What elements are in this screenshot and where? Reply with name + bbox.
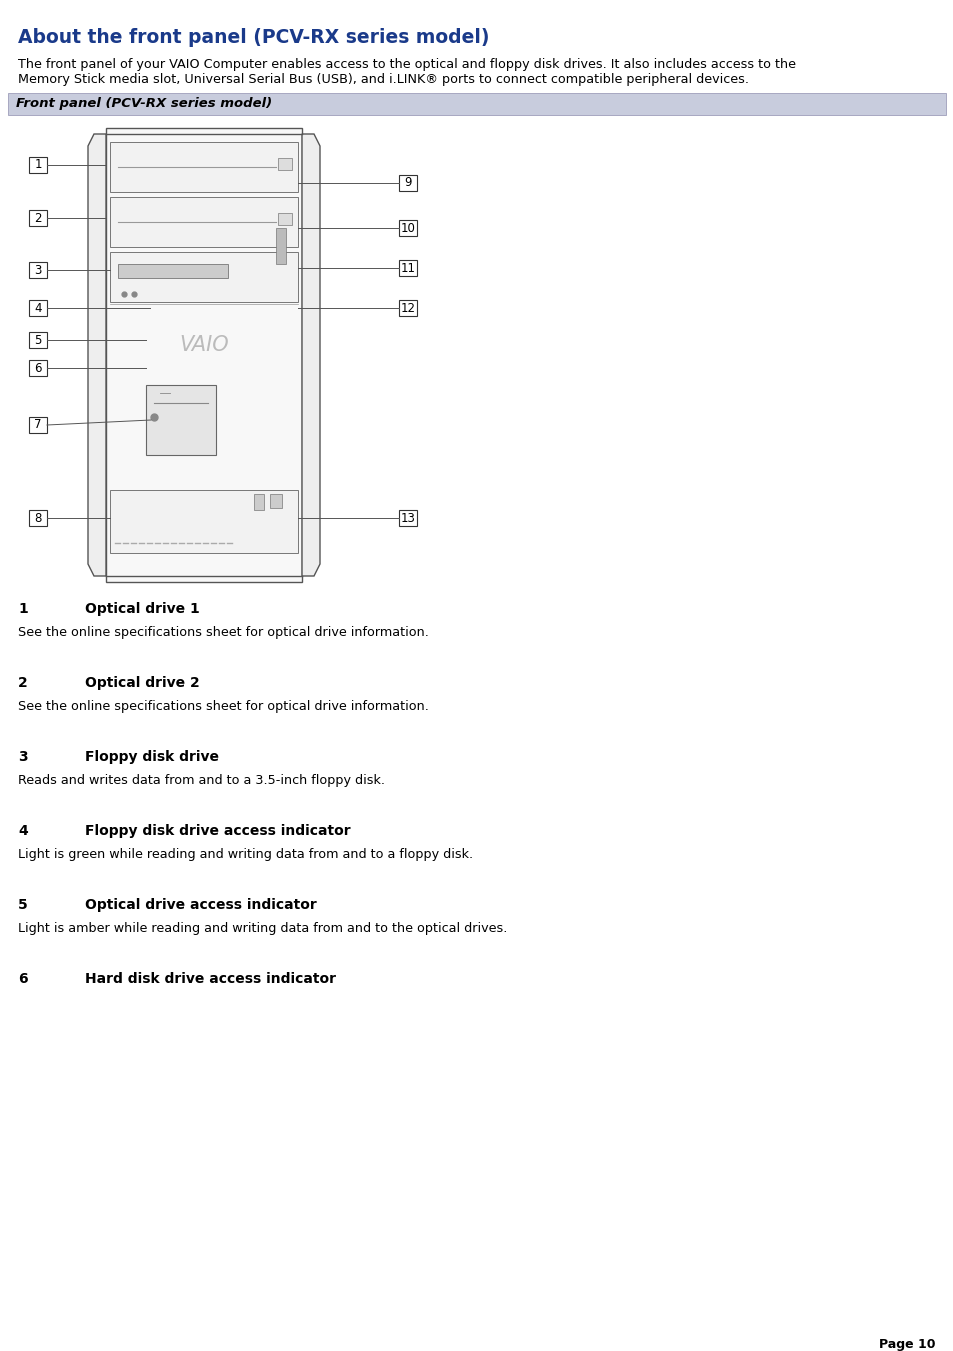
Text: Floppy disk drive access indicator: Floppy disk drive access indicator xyxy=(85,824,351,838)
Text: Front panel (PCV-RX series model): Front panel (PCV-RX series model) xyxy=(16,97,272,109)
Bar xyxy=(8,93,945,115)
Bar xyxy=(110,197,297,247)
Bar xyxy=(270,494,282,508)
Text: VAIO: VAIO xyxy=(179,335,229,355)
Text: See the online specifications sheet for optical drive information.: See the online specifications sheet for … xyxy=(18,626,429,639)
Text: Hard disk drive access indicator: Hard disk drive access indicator xyxy=(85,971,335,986)
Text: 7: 7 xyxy=(34,419,42,431)
Text: 5: 5 xyxy=(18,898,28,912)
Bar xyxy=(29,209,47,226)
Bar xyxy=(398,509,416,526)
Text: 3: 3 xyxy=(34,263,42,277)
Bar xyxy=(29,332,47,349)
Text: 2: 2 xyxy=(34,212,42,224)
Text: Reads and writes data from and to a 3.5-inch floppy disk.: Reads and writes data from and to a 3.5-… xyxy=(18,774,385,788)
Bar xyxy=(277,158,292,170)
Text: About the front panel (PCV-RX series model): About the front panel (PCV-RX series mod… xyxy=(18,28,489,47)
Text: Optical drive access indicator: Optical drive access indicator xyxy=(85,898,316,912)
Bar xyxy=(118,263,228,278)
Bar xyxy=(110,253,297,303)
Bar xyxy=(110,490,297,553)
PathPatch shape xyxy=(88,134,106,576)
Bar xyxy=(29,157,47,173)
Text: 6: 6 xyxy=(34,362,42,374)
Bar xyxy=(277,213,292,226)
Text: 4: 4 xyxy=(18,824,28,838)
Text: Optical drive 1: Optical drive 1 xyxy=(85,603,199,616)
Text: 13: 13 xyxy=(400,512,415,524)
Bar xyxy=(146,385,215,455)
Bar xyxy=(29,300,47,316)
Text: 1: 1 xyxy=(34,158,42,172)
Text: 3: 3 xyxy=(18,750,28,765)
Bar xyxy=(275,228,286,263)
Text: Light is amber while reading and writing data from and to the optical drives.: Light is amber while reading and writing… xyxy=(18,921,507,935)
Text: 6: 6 xyxy=(18,971,28,986)
Text: 9: 9 xyxy=(404,177,412,189)
Text: 8: 8 xyxy=(34,512,42,524)
Bar xyxy=(398,300,416,316)
Text: 4: 4 xyxy=(34,301,42,315)
Text: 5: 5 xyxy=(34,334,42,346)
Text: 1: 1 xyxy=(18,603,28,616)
Bar xyxy=(106,128,302,582)
Bar xyxy=(29,417,47,434)
Text: 11: 11 xyxy=(400,262,416,274)
Text: Memory Stick media slot, Universal Serial Bus (USB), and i.LINK® ports to connec: Memory Stick media slot, Universal Seria… xyxy=(18,73,748,86)
Text: Light is green while reading and writing data from and to a floppy disk.: Light is green while reading and writing… xyxy=(18,848,473,861)
Text: 2: 2 xyxy=(18,676,28,690)
Text: See the online specifications sheet for optical drive information.: See the online specifications sheet for … xyxy=(18,700,429,713)
Text: Floppy disk drive: Floppy disk drive xyxy=(85,750,219,765)
Bar xyxy=(110,142,297,192)
Text: Page 10: Page 10 xyxy=(879,1337,935,1351)
Bar xyxy=(398,259,416,276)
Bar xyxy=(29,509,47,526)
Text: 12: 12 xyxy=(400,301,416,315)
Text: 10: 10 xyxy=(400,222,415,235)
Bar xyxy=(29,262,47,278)
Bar xyxy=(398,220,416,236)
Text: The front panel of your VAIO Computer enables access to the optical and floppy d: The front panel of your VAIO Computer en… xyxy=(18,58,795,72)
PathPatch shape xyxy=(302,134,319,576)
Bar xyxy=(253,494,264,509)
Text: Optical drive 2: Optical drive 2 xyxy=(85,676,199,690)
Bar xyxy=(29,359,47,376)
Bar xyxy=(398,176,416,190)
